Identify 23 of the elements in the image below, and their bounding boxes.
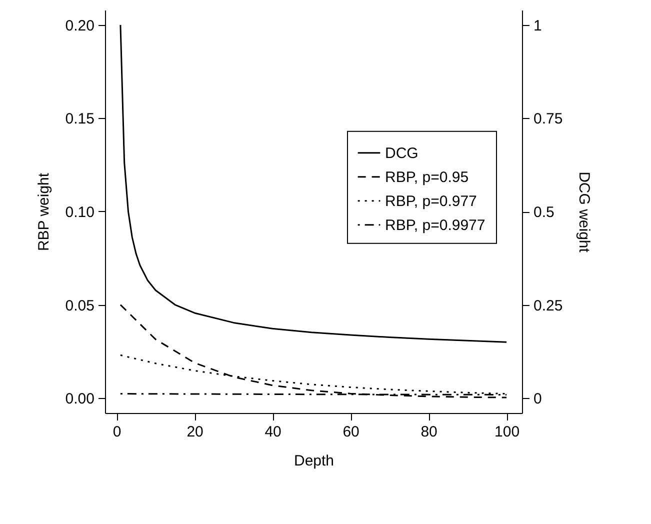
y-tick-label: 0.00	[65, 390, 94, 408]
x-tick-label: 0	[112, 424, 122, 440]
legend-label: RBP, p=0.9977	[385, 216, 486, 234]
x-tick-label: 100	[494, 424, 520, 440]
legend-label: DCG	[385, 144, 418, 162]
y-tick-label: 0.15	[65, 110, 94, 128]
x-tick-label: 60	[342, 424, 360, 440]
y2-tick-label: 0	[534, 390, 542, 408]
y-axis-title: RBP weight	[35, 172, 52, 252]
y2-tick-label: 0.5	[534, 204, 554, 221]
x-tick-label: 80	[420, 424, 438, 440]
x-tick-label: 40	[264, 424, 282, 440]
y-tick-label: 0.10	[65, 204, 94, 221]
x-axis-title: Depth	[294, 452, 334, 470]
x-tick-label: 20	[186, 424, 204, 440]
y2-axis-title: DCG weight	[576, 172, 593, 254]
legend-label: RBP, p=0.977	[385, 192, 477, 210]
y2-tick-label: 0.75	[534, 110, 563, 128]
y-tick-label: 0.05	[65, 297, 94, 314]
y2-tick-label: 1	[534, 17, 542, 34]
y2-tick-label: 0.25	[534, 297, 563, 314]
y-tick-label: 0.20	[65, 17, 94, 34]
legend-label: RBP, p=0.95	[385, 168, 469, 186]
